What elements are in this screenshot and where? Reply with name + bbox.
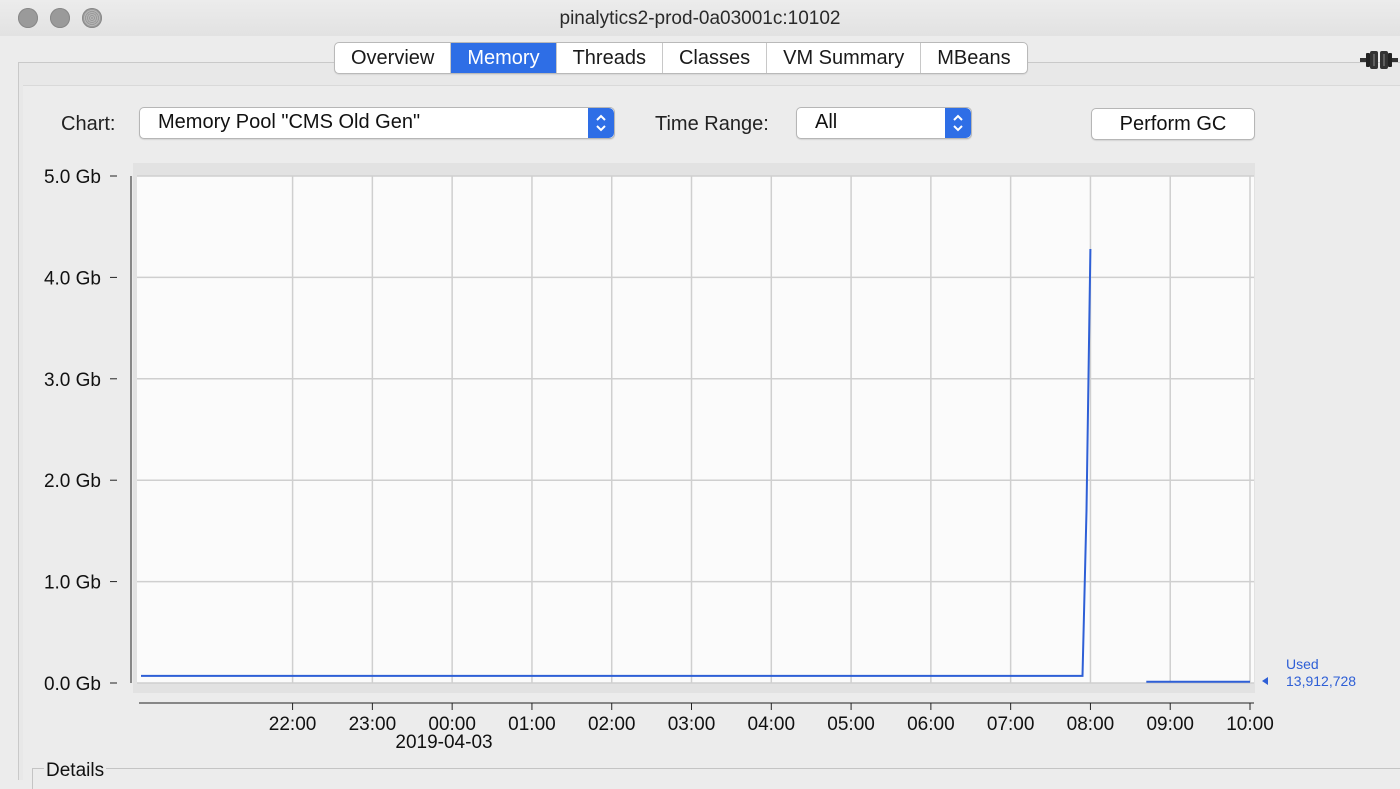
window-title: pinalytics2-prod-0a03001c:10102: [559, 8, 841, 29]
tab-classes[interactable]: Classes: [663, 43, 768, 73]
perform-gc-button[interactable]: Perform GC: [1091, 108, 1255, 140]
tab-mbeans[interactable]: MBeans: [937, 47, 1011, 69]
x-tick-label: 07:00: [987, 714, 1035, 735]
time-range-label: Time Range:: [655, 113, 769, 135]
x-date-label: 2019-04-03: [395, 732, 492, 753]
legend-marker-icon: [1262, 677, 1268, 685]
x-ticks: 22:00 23:00 00:00 01:00 02:00 03:00 04:00 05:00…: [269, 703, 1274, 735]
x-tick-label: 05:00: [827, 714, 875, 735]
time-range-select-value: All: [815, 111, 838, 133]
legend-series-name: Used: [1286, 656, 1319, 672]
updown-chevron-icon: [596, 114, 606, 132]
close-window-button[interactable]: [18, 8, 38, 28]
minimize-window-button[interactable]: [50, 8, 70, 28]
series-used: [141, 248, 1250, 683]
y-tick-label: 0.0 Gb: [44, 674, 101, 695]
time-range-select-stepper[interactable]: [945, 108, 971, 138]
y-tick-label: 2.0 Gb: [44, 471, 101, 492]
chart-select-value: Memory Pool "CMS Old Gen": [158, 111, 421, 133]
legend-series-value: 13,912,728: [1286, 673, 1357, 689]
updown-chevron-icon: [953, 114, 963, 132]
series-line-segment: [141, 248, 1092, 677]
y-tick-label: 3.0 Gb: [44, 370, 101, 391]
tab-threads[interactable]: Threads: [557, 43, 663, 73]
x-tick-label: 23:00: [349, 714, 397, 735]
window-titlebar: pinalytics2-prod-0a03001c:10102: [0, 0, 1400, 36]
x-tick-label: 10:00: [1226, 714, 1274, 735]
x-tick-label: 09:00: [1146, 714, 1194, 735]
tab-bar: Overview Memory Threads Classes VM Summa…: [334, 42, 1028, 74]
memory-chart: 5.0 Gb 4.0 Gb 3.0 Gb 2.0 Gb 1.0 Gb 0.0 Gb 22:…: [44, 163, 1274, 753]
x-tick-label: 06:00: [907, 714, 955, 735]
y-ticks: 5.0 Gb 4.0 Gb 3.0 Gb 2.0 Gb 1.0 Gb 0.0 Gb: [44, 167, 117, 695]
tab-overview[interactable]: Overview: [335, 43, 452, 73]
x-tick-label: 01:00: [508, 714, 556, 735]
y-tick-label: 1.0 Gb: [44, 573, 101, 594]
x-tick-label: 00:00: [428, 714, 476, 735]
plot-area: [137, 176, 1254, 683]
y-tick-label: 5.0 Gb: [44, 167, 101, 188]
x-tick-label: 03:00: [668, 714, 716, 735]
tab-memory[interactable]: Memory: [451, 43, 557, 73]
zoom-window-button[interactable]: [82, 8, 102, 28]
y-tick-label: 4.0 Gb: [44, 268, 101, 289]
details-label: Details: [44, 760, 107, 782]
x-tick-label: 08:00: [1067, 714, 1115, 735]
grid: [137, 175, 1254, 684]
chart-select[interactable]: Memory Pool "CMS Old Gen": [139, 107, 615, 139]
tab-vm-summary[interactable]: VM Summary: [767, 43, 922, 73]
connection-plug-icon: [1360, 51, 1398, 69]
chart-label: Chart:: [61, 113, 116, 135]
x-tick-label: 22:00: [269, 714, 317, 735]
chart-select-stepper[interactable]: [588, 108, 614, 138]
x-tick-label: 04:00: [748, 714, 796, 735]
time-range-select[interactable]: All: [796, 107, 972, 139]
x-tick-label: 02:00: [588, 714, 636, 735]
